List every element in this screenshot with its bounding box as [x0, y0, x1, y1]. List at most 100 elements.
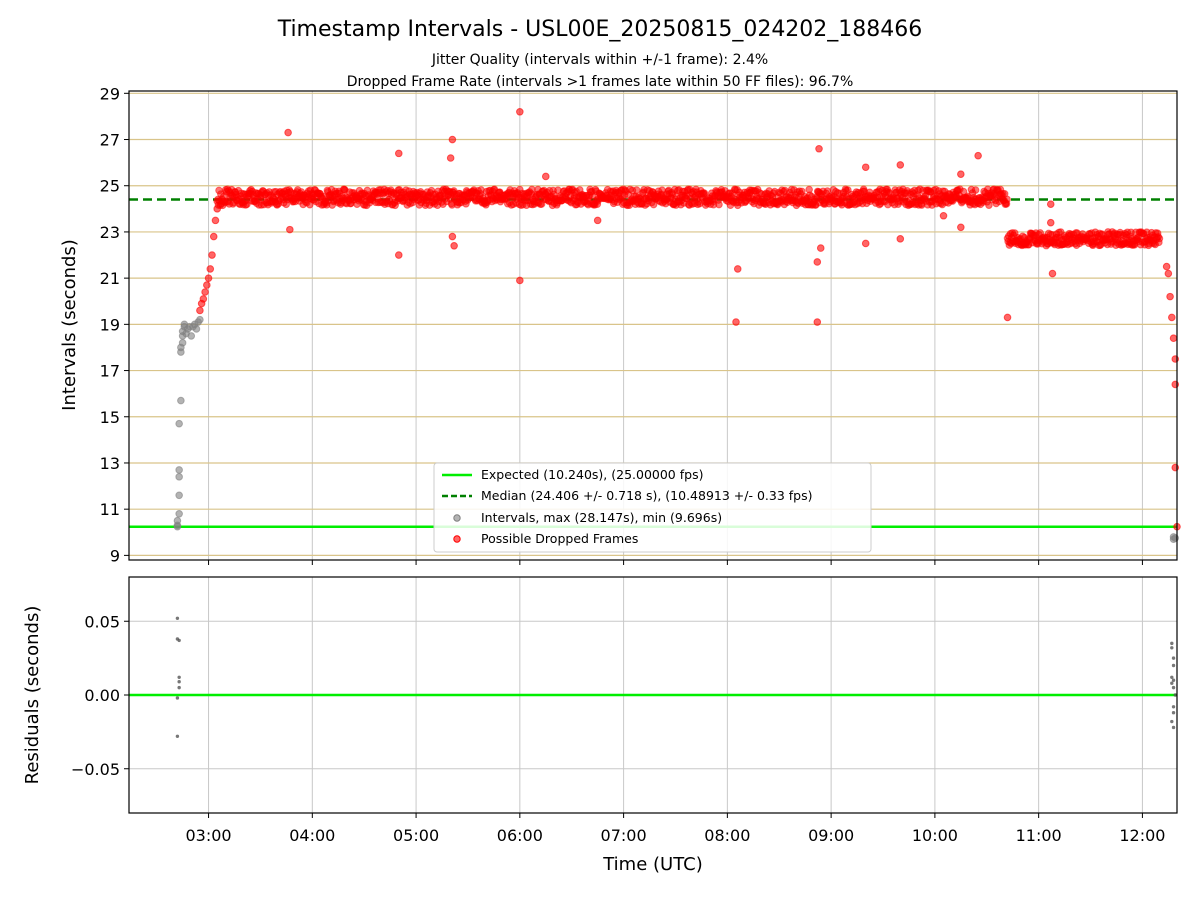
- y-tick-label: 27: [100, 131, 120, 150]
- dropped-frame-point: [209, 232, 218, 241]
- dropped-frame-point: [1046, 218, 1055, 227]
- interval-point: [175, 419, 183, 428]
- interval-point: [196, 315, 204, 324]
- y-tick-label: 0.00: [84, 686, 120, 705]
- residuals-points: [175, 616, 1177, 738]
- dropped-frame-point: [861, 239, 870, 248]
- dropped-frame-point: [971, 186, 980, 194]
- residual-point: [175, 696, 180, 700]
- y-tick-label: 15: [100, 408, 120, 427]
- dropped-frame-point: [1169, 334, 1178, 343]
- legend-intervals-swatch: [453, 514, 461, 522]
- chart-title: Timestamp Intervals - USL00E_20250815_02…: [277, 17, 923, 42]
- dropped-frame-point: [985, 201, 993, 209]
- dropped-frame-point: [816, 244, 825, 252]
- legend-intervals-label: Intervals, max (28.147s), min (9.696s): [481, 510, 722, 525]
- dropped-frame-point: [1003, 195, 1011, 204]
- dropped-frame-point: [939, 211, 948, 220]
- dropped-frame-point: [700, 189, 709, 197]
- residual-point: [1171, 711, 1176, 715]
- x-tick-label: 08:00: [704, 826, 750, 845]
- dropped-frame-point: [593, 216, 602, 225]
- chart-subtitle-dropped: Dropped Frame Rate (intervals >1 frames …: [347, 74, 854, 90]
- x-tick-label: 11:00: [1016, 826, 1062, 845]
- dropped-frame-point: [1162, 262, 1171, 271]
- residual-point: [1170, 719, 1174, 724]
- residual-point: [1171, 663, 1176, 668]
- interval-point: [175, 491, 183, 500]
- residual-point: [1171, 705, 1176, 709]
- dropped-frame-point: [974, 151, 982, 160]
- residual-point: [1173, 693, 1177, 697]
- interval-point: [175, 509, 183, 518]
- dropped-frame-point: [394, 251, 403, 259]
- dropped-frame-point: [196, 306, 204, 315]
- y-tick-label: 17: [100, 362, 120, 381]
- y-tick-label: 13: [100, 454, 120, 473]
- dropped-frame-point: [1046, 200, 1055, 209]
- residual-point: [175, 616, 180, 620]
- dropped-frame-point: [448, 135, 457, 144]
- residual-point: [177, 675, 181, 679]
- y-tick-label: 21: [100, 269, 120, 288]
- dropped-frame-point: [208, 251, 216, 259]
- interval-point: [177, 396, 185, 405]
- dropped-frame-point: [1003, 313, 1012, 322]
- x-tick-label: 04:00: [289, 826, 335, 845]
- dropped-frame-point: [732, 318, 740, 326]
- residual-point: [177, 685, 181, 690]
- legend-median-label: Median (24.406 +/- 0.718 s), (10.48913 +…: [481, 488, 812, 503]
- legend-dropped-label: Possible Dropped Frames: [481, 531, 638, 546]
- chart-legend: Expected (10.240s), (25.00000 fps) Media…: [433, 462, 872, 553]
- dropped-frame-point: [211, 216, 220, 225]
- residual-point: [1171, 725, 1176, 730]
- dropped-frame-point: [203, 281, 211, 289]
- residual-point: [1170, 646, 1174, 650]
- residuals-panel: 0.050.00−0.05 03:00 04:00 05:00 06:00 07:00 0…: [22, 576, 1178, 875]
- residual-point: [175, 734, 180, 738]
- y-tick-label: 0.05: [84, 612, 120, 631]
- y-tick-label: 19: [100, 315, 120, 334]
- x-axis-label: Time (UTC): [602, 854, 703, 875]
- residuals-x-ticks: 03:00 04:00 05:00 06:00 07:00 08:00 09:00 10:00…: [185, 813, 1165, 845]
- residual-point: [177, 680, 181, 684]
- dropped-frame-point: [448, 232, 457, 241]
- intervals-plot-frame: [128, 90, 1178, 561]
- dropped-frame-point: [715, 200, 723, 209]
- residual-point: [1171, 656, 1176, 660]
- intervals-points: [173, 107, 1181, 544]
- intervals-y-axis-label: Intervals (seconds): [59, 239, 80, 411]
- residuals-y-axis-label: Residuals (seconds): [22, 606, 43, 785]
- intervals-panel: 9 11 13 15 17 19 21 23 25 27 29 Intervals (seconds…: [59, 84, 1181, 565]
- x-tick-label: 07:00: [601, 826, 647, 845]
- y-tick-label: 9: [110, 546, 120, 565]
- dropped-frame-point: [286, 225, 294, 234]
- chart-subtitle-jitter: Jitter Quality (intervals within +/-1 fr…: [431, 52, 768, 68]
- residual-point: [1171, 685, 1176, 690]
- dropped-frame-point: [204, 274, 213, 282]
- dropped-frame-point: [1168, 313, 1176, 322]
- dropped-frame-point: [861, 163, 870, 172]
- dropped-frame-point: [733, 265, 742, 273]
- interval-point: [173, 516, 182, 525]
- dropped-frame-point: [815, 144, 823, 153]
- dropped-frame-point: [896, 235, 905, 243]
- y-tick-label: 11: [100, 500, 120, 519]
- dropped-frame-point: [1164, 269, 1173, 278]
- dropped-frame-point: [813, 258, 822, 266]
- dropped-frame-point: [632, 186, 641, 194]
- dropped-frame-point: [957, 170, 965, 178]
- dropped-frame-point: [201, 288, 209, 296]
- residuals-y-ticks: 0.05 0.00 −0.05: [71, 612, 129, 779]
- residual-point: [1171, 678, 1176, 682]
- y-tick-label: −0.05: [71, 760, 120, 779]
- x-tick-label: 12:00: [1119, 826, 1165, 845]
- dropped-frame-point: [206, 265, 215, 273]
- residual-point: [1170, 641, 1174, 646]
- interval-point: [175, 466, 183, 474]
- residual-point: [177, 638, 181, 643]
- dropped-frame-point: [284, 128, 292, 137]
- dropped-frame-point: [516, 276, 524, 285]
- dropped-frame-point: [1166, 292, 1174, 301]
